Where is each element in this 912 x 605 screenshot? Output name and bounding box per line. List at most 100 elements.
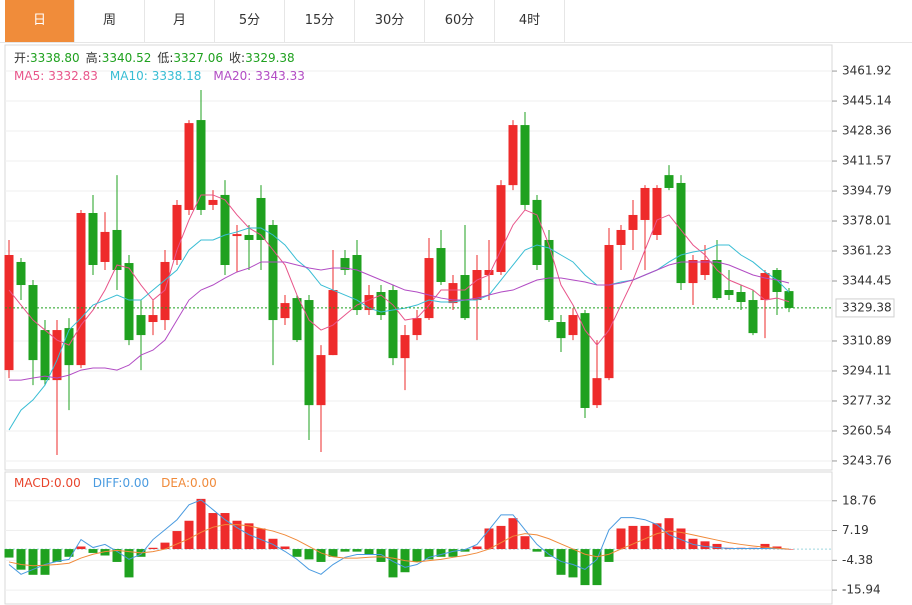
candle-body <box>340 258 350 271</box>
legend-label: 低: <box>157 51 173 65</box>
macd-bar <box>148 547 158 550</box>
legend-value: 3343.33 <box>255 69 305 83</box>
candle-body <box>316 355 326 406</box>
candle-body <box>640 187 650 220</box>
y-tick-label: 3294.11 <box>842 363 892 377</box>
candle-body <box>196 120 206 210</box>
candle-body <box>676 182 686 284</box>
period-tab[interactable]: 4时 <box>495 0 565 42</box>
candle-body <box>448 283 458 304</box>
y-tick-label: 3411.57 <box>842 154 892 168</box>
macd-bar <box>172 531 182 550</box>
candle-body <box>76 212 86 366</box>
macd-bar <box>316 549 326 562</box>
macd-bar <box>208 513 218 550</box>
candle-body <box>424 258 434 319</box>
macd-bar <box>472 546 482 550</box>
macd-bar <box>700 541 710 550</box>
panel-frame <box>4 471 833 605</box>
legend-value: 3338.80 <box>30 51 80 65</box>
macd-bar <box>568 549 578 578</box>
candle-body <box>616 229 626 245</box>
last-price-box <box>835 298 895 318</box>
legend-value: 3340.52 <box>102 51 152 65</box>
macd-bar <box>64 549 74 557</box>
candle-body <box>436 248 446 282</box>
y-tick-label: 3378.01 <box>842 214 892 228</box>
macd-bar <box>544 549 554 557</box>
candle-body <box>280 303 290 319</box>
candle-body <box>16 261 26 286</box>
macd-bar <box>112 549 122 562</box>
candle-body <box>352 254 362 311</box>
macd-bar <box>184 520 194 550</box>
macd-bar <box>328 549 338 557</box>
legend-value: 3332.83 <box>48 69 98 83</box>
period-tab[interactable]: 日 <box>5 0 75 42</box>
candle-body <box>580 313 590 408</box>
period-tab[interactable]: 30分 <box>355 0 425 42</box>
candle-body <box>700 260 710 276</box>
macd-bar <box>424 549 434 560</box>
macd-bar <box>160 542 170 550</box>
macd-bar <box>196 498 206 550</box>
y-tick-label: 3260.54 <box>842 423 892 437</box>
candle-body <box>208 199 218 205</box>
macd-bar <box>532 549 542 552</box>
legend-value: 3327.06 <box>173 51 223 65</box>
y-tick-label: 18.76 <box>842 493 876 507</box>
candle-body <box>568 315 578 336</box>
macd-bar <box>436 549 446 557</box>
macd-bar <box>232 520 242 550</box>
candle-body <box>748 300 758 334</box>
macd-bar <box>364 549 374 555</box>
macd-bar <box>772 546 782 550</box>
macd-bar <box>676 528 686 550</box>
macd-bar <box>340 549 350 552</box>
macd-bar <box>712 543 722 550</box>
macd-bar <box>304 549 314 560</box>
candle-body <box>520 125 530 205</box>
candle-body <box>472 270 482 301</box>
period-tab[interactable]: 15分 <box>285 0 355 42</box>
legend-value: 0.00 <box>190 476 217 490</box>
candle-body <box>412 318 422 336</box>
y-tick-label: 3394.79 <box>842 184 892 198</box>
y-tick-label: 7.19 <box>842 523 869 537</box>
candle-body <box>148 315 158 323</box>
candle-body <box>124 263 134 341</box>
macd-bar <box>484 528 494 550</box>
legend-value: 3338.18 <box>152 69 202 83</box>
legend-label: 开: <box>14 51 30 65</box>
last-price-label: 3329.38 <box>842 300 892 314</box>
candle-body <box>460 275 470 319</box>
candle-body <box>544 239 554 321</box>
macd-bar <box>376 549 386 562</box>
macd-bar <box>520 536 530 550</box>
period-tab[interactable]: 5分 <box>215 0 285 42</box>
macd-bar <box>220 513 230 550</box>
candle-body <box>556 322 566 339</box>
macd-bar <box>412 549 422 562</box>
y-tick-label: -4.38 <box>842 553 873 567</box>
macd-bar <box>100 549 110 556</box>
legend-label: MA20: <box>213 69 251 83</box>
y-tick-label: 3361.23 <box>842 244 892 258</box>
macd-line <box>8 524 790 567</box>
macd-bar <box>760 543 770 550</box>
y-tick-label: 3277.32 <box>842 393 892 407</box>
period-tab[interactable]: 周 <box>75 0 145 42</box>
macd-bar <box>256 528 266 550</box>
candle-body <box>772 270 782 292</box>
period-tab[interactable]: 月 <box>145 0 215 42</box>
macd-bar <box>28 549 38 575</box>
candle-body <box>688 260 698 284</box>
macd-bar <box>616 528 626 550</box>
legend-value: 0.00 <box>54 476 81 490</box>
candle-body <box>172 204 182 261</box>
period-tab[interactable]: 60分 <box>425 0 495 42</box>
legend-label: MACD: <box>14 476 54 490</box>
candle-body <box>364 295 374 311</box>
macd-line <box>8 499 790 575</box>
macd-bar <box>52 549 62 562</box>
